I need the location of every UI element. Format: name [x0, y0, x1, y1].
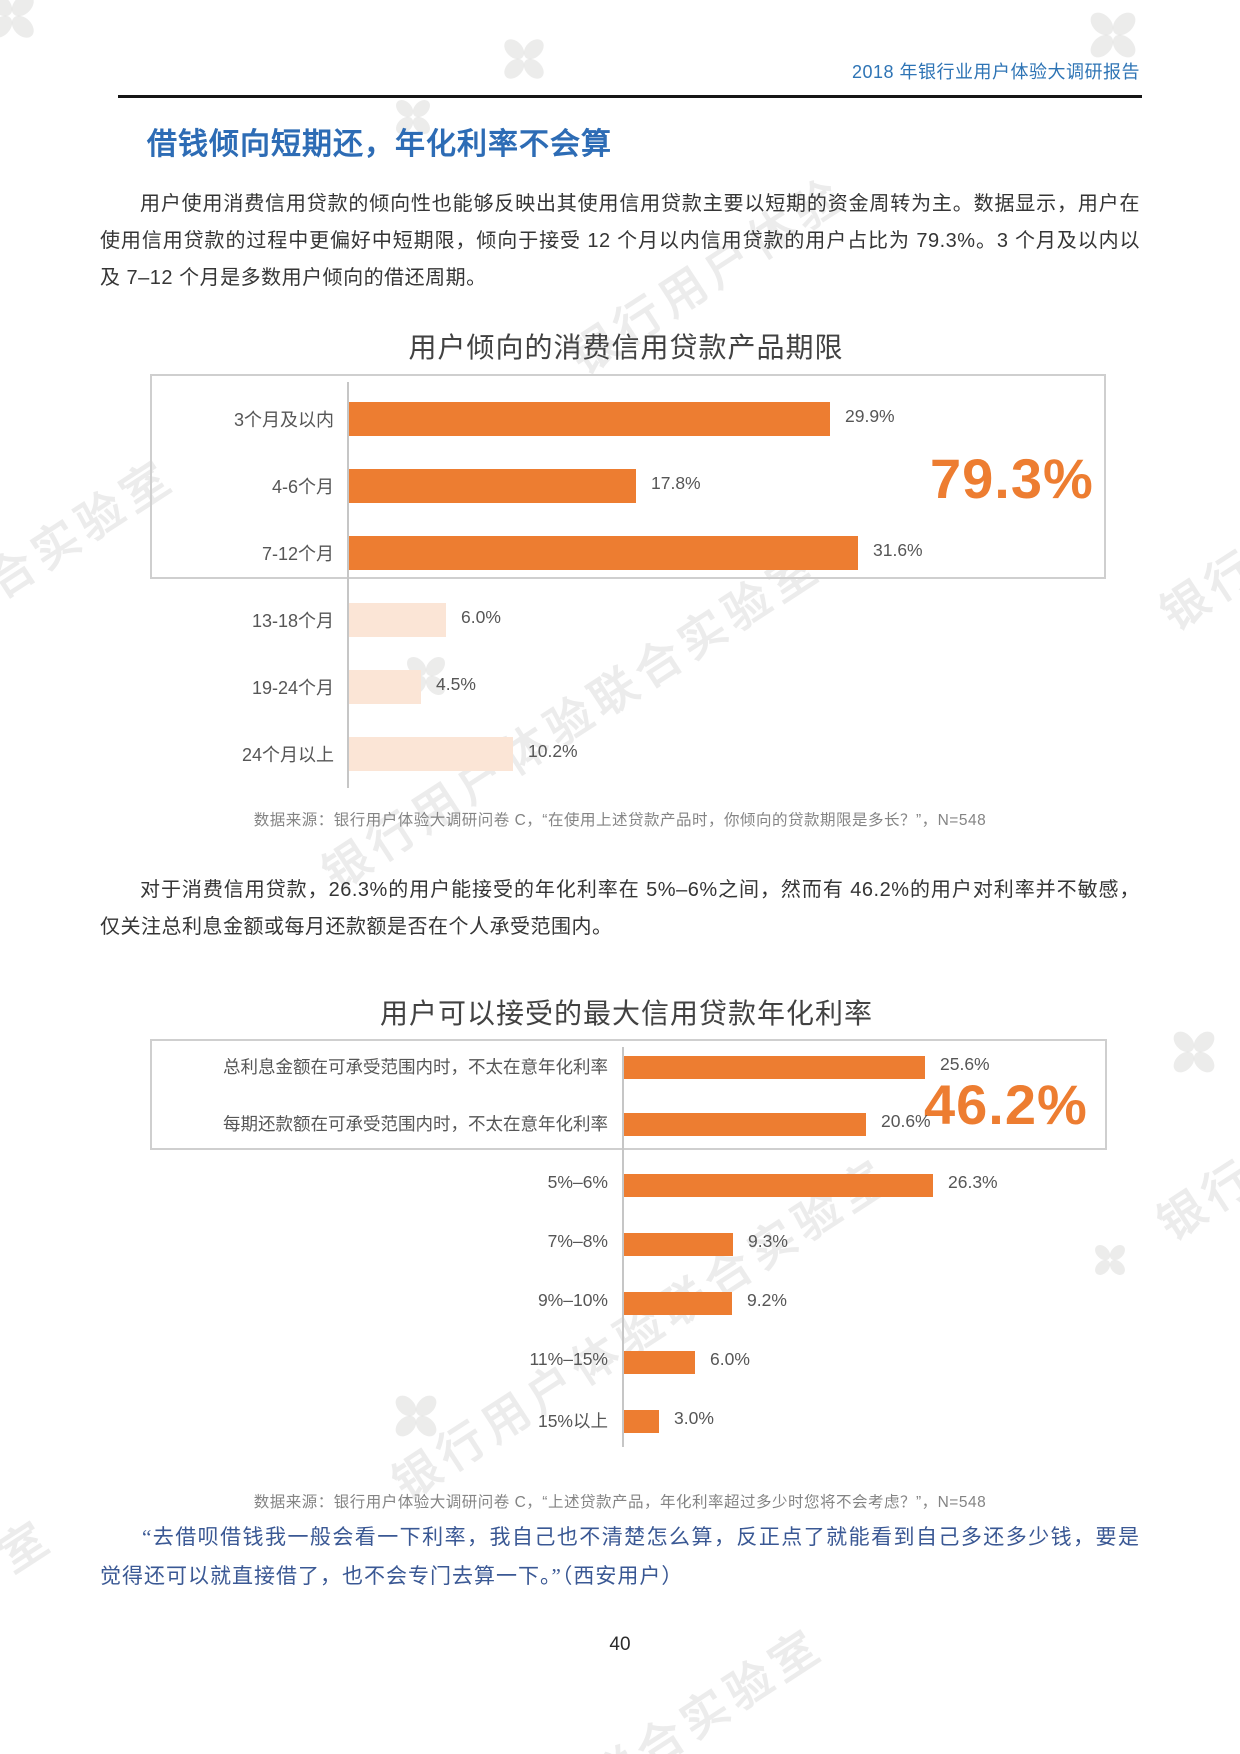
bar [349, 670, 421, 704]
chart2-axis [622, 1047, 624, 1447]
bar-row-label: 15%以上 [537, 1411, 608, 1431]
bar-row-label: 总利息金额在可承受范围内时，不太在意年化利率 [223, 1057, 608, 1077]
bar [349, 603, 446, 637]
bar-row-label: 7-12个月 [261, 544, 334, 564]
body-paragraph-1: 用户使用消费信用贷款的倾向性也能够反映出其使用信用贷款主要以短期的资金周转为主。… [100, 193, 1140, 289]
body-paragraph-2: 对于消费信用贷款，26.3%的用户能接受的年化利率在 5%–6%之间，然而有 4… [100, 879, 1140, 938]
bar [624, 1291, 732, 1315]
chart1-highlight-box [150, 374, 1106, 579]
chart2-title: 用户可以接受的最大信用贷款年化利率 [379, 998, 873, 1029]
bar-row-label: 3个月及以内 [233, 410, 334, 430]
bar [349, 402, 830, 436]
bar [349, 469, 636, 503]
bar-value-label: 10.2% [528, 741, 578, 761]
section-title: 借钱倾向短期还，年化利率不会算 [147, 128, 612, 161]
chart2-source-note: 数据来源：银行用户体验大调研问卷 C，“上述贷款产品，年化利率超过多少时您将不会… [253, 1494, 987, 1511]
chart1-callout-percent: 79.3% [930, 447, 1094, 510]
bar-row-label: 5%–6% [547, 1172, 608, 1192]
bar-row-label: 19-24个月 [251, 678, 334, 698]
header-divider [118, 95, 1142, 98]
bar-row-label: 24个月以上 [241, 745, 334, 765]
bar [624, 1112, 866, 1136]
bar-value-label: 25.6% [940, 1054, 990, 1074]
page-number: 40 [609, 1634, 631, 1655]
bar-row-label: 每期还款额在可承受范围内时，不太在意年化利率 [223, 1114, 608, 1134]
bar [349, 737, 513, 771]
bar-value-label: 29.9% [845, 406, 895, 426]
bar [349, 536, 858, 570]
bar-row-label: 13-18个月 [251, 611, 334, 631]
bar-value-label: 17.8% [651, 473, 701, 493]
chart1-axis [347, 382, 349, 788]
bar-value-label: 20.6% [881, 1111, 931, 1131]
chart1-source-note: 数据来源：银行用户体验大调研问卷 C，“在使用上述贷款产品时，你倾向的贷款期限是… [253, 812, 987, 829]
bar-value-label: 4.5% [436, 674, 476, 694]
bar-row-label: 11%–15% [529, 1349, 609, 1369]
bar-row-label: 4-6个月 [271, 477, 334, 497]
bar-row-label: 9%–10% [537, 1290, 608, 1310]
bar-value-label: 3.0% [674, 1408, 714, 1428]
bar [624, 1350, 695, 1374]
chart2-highlight-box [150, 1039, 1107, 1150]
bar [624, 1173, 933, 1197]
bar-value-label: 26.3% [948, 1172, 998, 1192]
user-quote: “去借呗借钱我一般会看一下利率，我自己也不清楚怎么算，反正点了就能看到自己多还多… [100, 1525, 1140, 1588]
report-header-title: 2018 年银行业用户体验大调研报告 [851, 62, 1140, 82]
bar [624, 1409, 659, 1433]
bar-row-label: 7%–8% [547, 1231, 608, 1251]
bar [624, 1232, 733, 1256]
bar [624, 1055, 925, 1079]
bar-value-label: 31.6% [873, 540, 923, 560]
bar-value-label: 6.0% [461, 607, 501, 627]
chart1-title: 用户倾向的消费信用贷款产品期限 [408, 332, 844, 363]
chart2-callout-percent: 46.2% [924, 1073, 1088, 1136]
bar-value-label: 9.3% [748, 1231, 788, 1251]
bar-value-label: 9.2% [747, 1290, 787, 1310]
bar-value-label: 6.0% [710, 1349, 750, 1369]
